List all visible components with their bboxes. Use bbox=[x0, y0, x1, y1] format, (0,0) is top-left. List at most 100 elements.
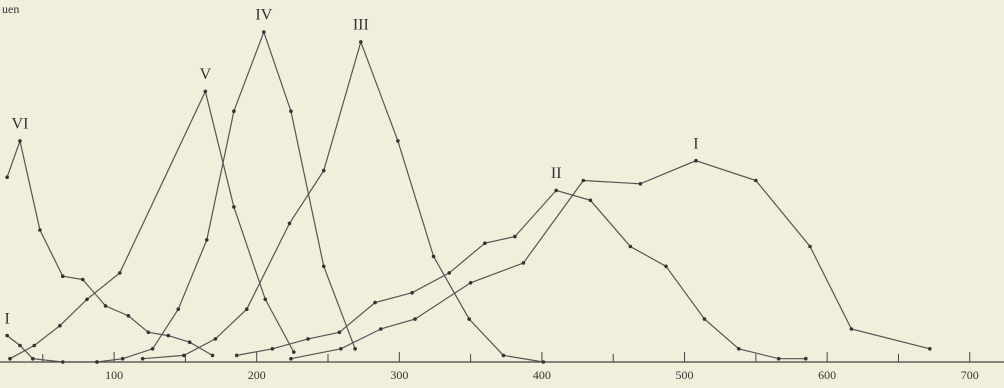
point bbox=[85, 297, 89, 302]
point bbox=[541, 360, 546, 364]
point bbox=[263, 297, 268, 302]
curve bbox=[236, 189, 806, 360]
x-tick-label: 500 bbox=[676, 368, 694, 382]
point bbox=[150, 347, 155, 351]
point bbox=[468, 281, 473, 285]
x-tick-label: 300 bbox=[390, 368, 408, 382]
point bbox=[60, 274, 65, 279]
point bbox=[95, 360, 99, 364]
point bbox=[694, 158, 698, 163]
point bbox=[803, 356, 808, 361]
point bbox=[176, 307, 181, 312]
curve-label: IV bbox=[255, 7, 272, 24]
curve-label: III bbox=[353, 17, 369, 34]
point bbox=[232, 205, 236, 209]
x-tick-label: 700 bbox=[961, 368, 979, 382]
point bbox=[120, 356, 125, 361]
x-tick-label: 200 bbox=[248, 368, 266, 382]
point bbox=[447, 271, 452, 275]
point bbox=[182, 353, 186, 358]
point bbox=[306, 337, 310, 341]
point bbox=[232, 109, 236, 113]
point bbox=[501, 353, 506, 358]
point bbox=[776, 356, 781, 361]
point bbox=[213, 337, 218, 341]
point bbox=[754, 178, 758, 183]
point bbox=[928, 347, 932, 351]
point bbox=[187, 340, 192, 345]
point bbox=[204, 238, 209, 242]
point bbox=[513, 234, 517, 239]
curve bbox=[6, 138, 213, 356]
point bbox=[588, 198, 593, 203]
point bbox=[321, 264, 326, 269]
point bbox=[378, 327, 383, 331]
point bbox=[5, 333, 9, 338]
point bbox=[521, 261, 526, 265]
point bbox=[80, 277, 85, 282]
point bbox=[359, 40, 363, 44]
curve bbox=[96, 30, 356, 363]
point bbox=[166, 333, 171, 338]
point bbox=[410, 290, 414, 295]
curve-label: V bbox=[200, 66, 212, 83]
point bbox=[117, 271, 122, 275]
point bbox=[32, 343, 37, 348]
point bbox=[287, 221, 292, 226]
point bbox=[289, 109, 293, 113]
y-axis-label: uen bbox=[2, 2, 19, 16]
point bbox=[808, 244, 812, 249]
point bbox=[103, 304, 108, 308]
point bbox=[339, 347, 343, 351]
point bbox=[126, 314, 131, 318]
point bbox=[289, 356, 293, 361]
point bbox=[702, 317, 707, 321]
curve bbox=[290, 160, 930, 360]
curve bbox=[142, 39, 544, 363]
point bbox=[18, 139, 22, 143]
point bbox=[736, 347, 741, 351]
point bbox=[270, 347, 275, 351]
point bbox=[849, 327, 854, 331]
point bbox=[291, 350, 296, 354]
x-tick-label: 600 bbox=[818, 368, 836, 382]
point bbox=[664, 264, 668, 269]
point bbox=[18, 343, 22, 348]
point bbox=[581, 178, 586, 183]
curve-label: II bbox=[551, 165, 562, 182]
curve-label: VI bbox=[12, 116, 29, 133]
point bbox=[396, 139, 400, 143]
x-tick-label: 100 bbox=[105, 368, 123, 382]
point bbox=[373, 300, 377, 305]
curve-label: I bbox=[693, 135, 698, 152]
point bbox=[638, 182, 643, 186]
point bbox=[353, 347, 357, 351]
point bbox=[337, 330, 342, 335]
x-tick-label: 400 bbox=[533, 368, 551, 382]
point bbox=[5, 175, 9, 179]
point bbox=[146, 330, 151, 335]
point bbox=[431, 254, 436, 259]
point bbox=[483, 241, 487, 245]
point bbox=[262, 30, 266, 34]
point bbox=[140, 356, 145, 361]
point bbox=[60, 360, 65, 364]
point bbox=[413, 317, 417, 321]
point bbox=[554, 188, 558, 193]
point bbox=[244, 307, 249, 312]
point bbox=[58, 323, 62, 328]
point bbox=[8, 356, 12, 361]
point bbox=[210, 353, 215, 358]
point bbox=[31, 356, 35, 361]
point bbox=[467, 317, 471, 321]
curve bbox=[9, 89, 295, 360]
curve-label: I bbox=[4, 310, 9, 327]
point bbox=[628, 244, 633, 249]
curve bbox=[6, 335, 97, 363]
point bbox=[38, 228, 42, 232]
point bbox=[321, 168, 326, 173]
point bbox=[203, 89, 208, 94]
point bbox=[234, 353, 239, 358]
